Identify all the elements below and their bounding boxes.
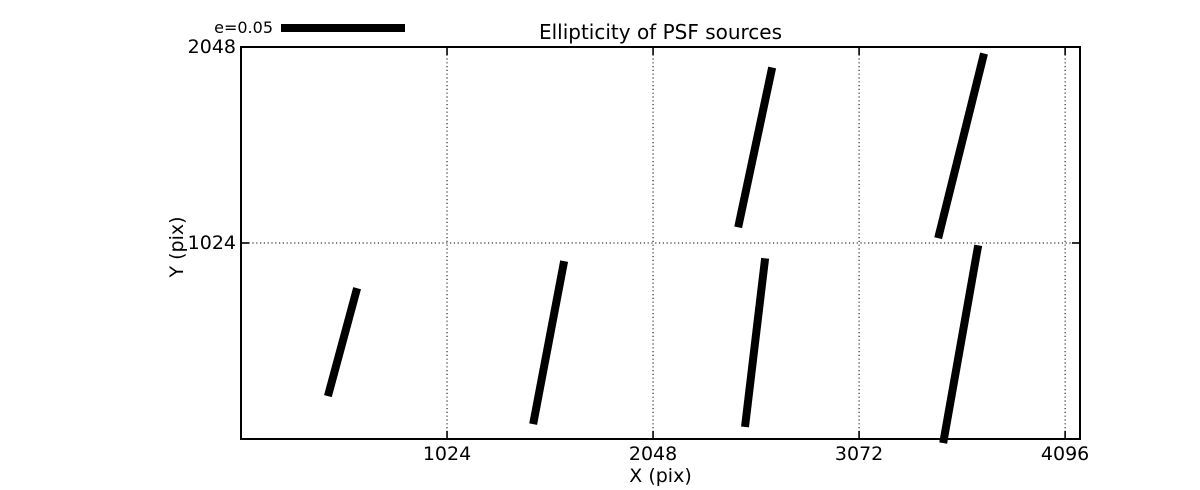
axes-spines (240, 46, 1081, 440)
ellipticity-whisker (529, 260, 569, 425)
x-axis-label: X (pix) (629, 465, 692, 487)
x-tick-label-1024: 1024 (422, 443, 472, 465)
y-tick-label-2048: 2048 (187, 36, 236, 58)
chart-title: Ellipticity of PSF sources (538, 20, 783, 44)
x-tick-label-3072: 3072 (834, 443, 884, 465)
legend-label: e=0.05 (214, 18, 273, 37)
ellipticity-whisker (939, 244, 983, 444)
ellipticity-whisker (734, 66, 777, 229)
x-tick-label-4096: 4096 (1040, 443, 1090, 465)
x-tick-label-2048: 2048 (628, 443, 678, 465)
y-tick-label-1024: 1024 (187, 232, 236, 254)
ellipticity-whisker (934, 52, 988, 240)
legend-scale-bar (281, 24, 405, 32)
ellipticity-whisker (741, 257, 770, 428)
ellipticity-whisker (324, 287, 361, 398)
